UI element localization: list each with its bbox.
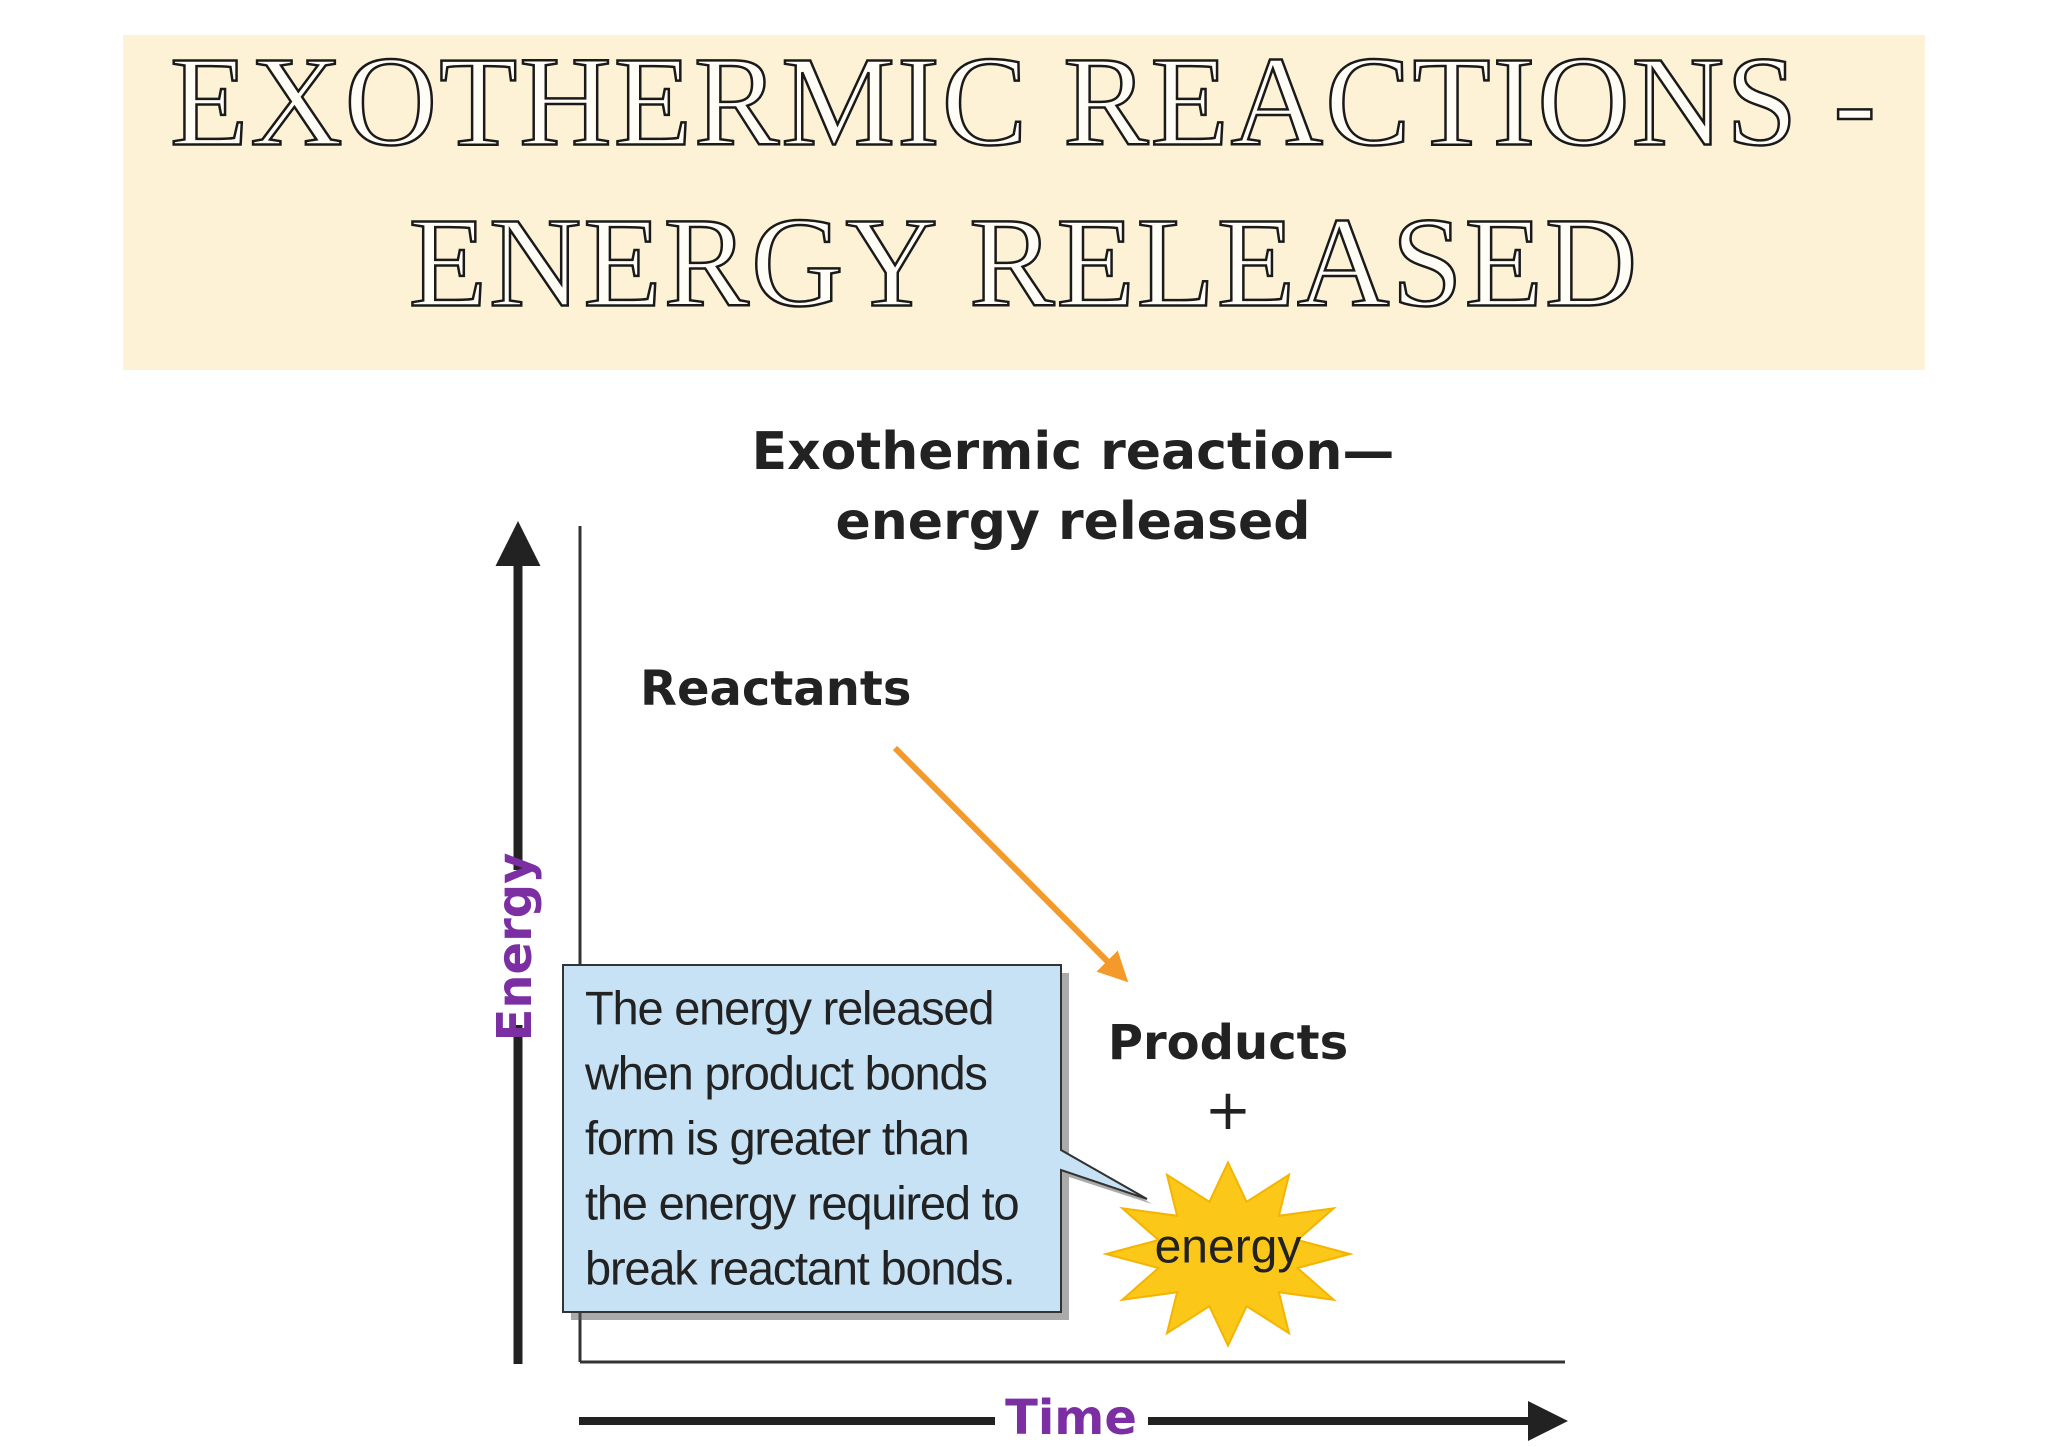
y-axis-label: Energy (487, 853, 543, 1042)
title-banner (123, 35, 1925, 370)
energy-burst (1102, 1160, 1354, 1348)
callout-line: break reactant bonds. (585, 1241, 1014, 1294)
reaction-arrow (892, 745, 1129, 983)
title-line: EXOTHERMIC REACTIONS - (170, 30, 1878, 172)
callout-line: form is greater than (585, 1111, 969, 1164)
x-axis-label: Time (1005, 1390, 1137, 1446)
title-line: ENERGY RELEASED (409, 191, 1640, 333)
callout-text: The energy released when product bonds for… (584, 981, 1020, 1294)
callout-line: when product bonds (584, 1046, 987, 1099)
diagram-title: Exothermic reaction— (752, 422, 1395, 482)
callout (562, 964, 1148, 1313)
energy-burst-label: energy (1155, 1221, 1302, 1274)
reactants-label: Reactants (640, 661, 911, 717)
callout-line: the energy required to (585, 1176, 1019, 1229)
products-label: Products (1108, 1015, 1348, 1071)
callout-line: The energy released (585, 981, 993, 1034)
plus-sign: + (1205, 1078, 1252, 1143)
diagram-title: energy released (836, 492, 1311, 552)
